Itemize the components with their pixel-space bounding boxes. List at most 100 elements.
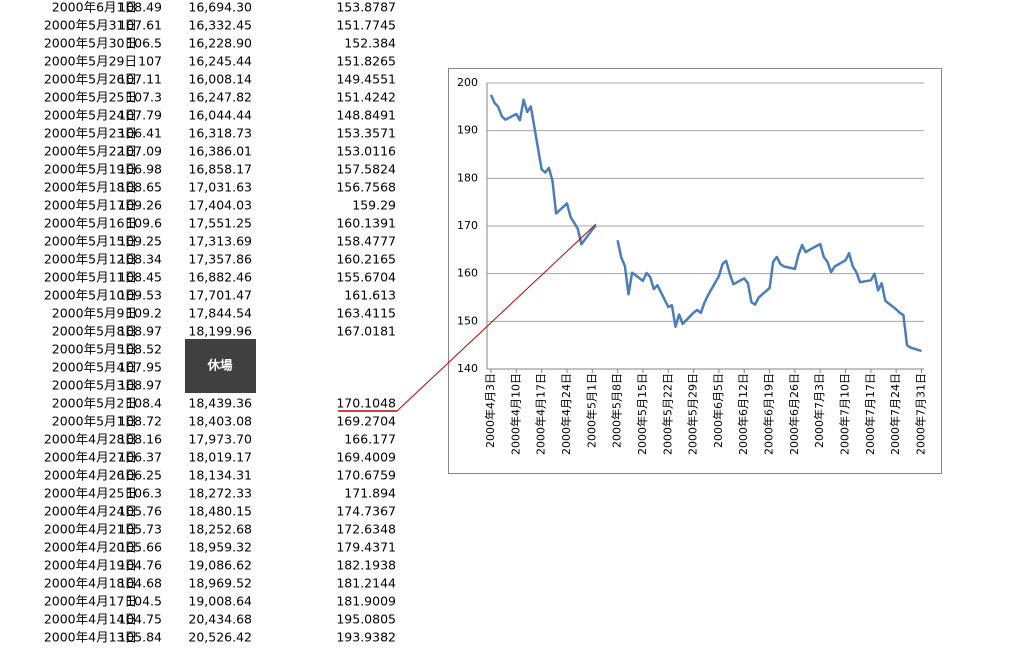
table-cell: 107.3 <box>126 90 162 105</box>
table-cell: 18,480.15 <box>188 504 252 519</box>
table-cell: 169.2704 <box>336 414 396 429</box>
table-cell: 2000年4月17日 <box>44 594 137 609</box>
table-cell: 2000年4月27日 <box>44 450 137 465</box>
table-cell: 2000年4月25日 <box>44 486 137 501</box>
table-cell: 2000年5月9日 <box>52 306 137 321</box>
table-cell: 17,031.63 <box>188 180 252 195</box>
table-cell: 195.0805 <box>336 612 396 627</box>
x-tick-label: 2000年5月8日 <box>610 373 624 448</box>
table-cell: 104.76 <box>118 558 162 573</box>
table-cell: 17,313.69 <box>188 234 252 249</box>
table-cell: 106.25 <box>118 468 162 483</box>
table-cell: 167.0181 <box>336 324 396 339</box>
table-cell: 2000年5月25日 <box>44 90 137 105</box>
table-cell: 170.6759 <box>336 468 396 483</box>
table-cell: 18,019.17 <box>188 450 252 465</box>
table-cell: 2000年4月28日 <box>44 432 137 447</box>
table-cell: 151.4242 <box>336 90 396 105</box>
table-cell: 2000年5月8日 <box>52 324 137 339</box>
table-cell: 16,332.45 <box>188 18 252 33</box>
table-cell: 156.7568 <box>336 180 396 195</box>
table-cell: 104.68 <box>118 576 162 591</box>
table-cell: 109.53 <box>118 288 162 303</box>
table-cell: 181.2144 <box>336 576 396 591</box>
table-cell: 107.79 <box>118 108 162 123</box>
table-cell: 2000年4月13日 <box>44 630 137 645</box>
table-cell: 2000年4月18日 <box>44 576 137 591</box>
table-cell: 2000年5月31日 <box>44 18 137 33</box>
x-tick-label: 2000年7月3日 <box>812 373 826 448</box>
table-cell: 109.2 <box>126 306 162 321</box>
table-cell: 16,694.30 <box>188 0 252 15</box>
y-tick-label: 180 <box>457 171 478 184</box>
table-cell: 109.6 <box>126 216 162 231</box>
table-cell: 108.4 <box>126 396 162 411</box>
table-cell: 155.6704 <box>336 270 396 285</box>
table-cell: 2000年5月30日 <box>44 36 137 51</box>
table-cell: 17,844.54 <box>188 306 252 321</box>
x-tick-label: 2000年5月15日 <box>635 373 649 455</box>
table-cell: 18,439.36 <box>188 396 252 411</box>
table-cell: 16,247.82 <box>188 90 252 105</box>
table-cell: 2000年5月19日 <box>44 162 137 177</box>
table-cell: 108.65 <box>118 180 162 195</box>
table-cell: 171.894 <box>344 486 396 501</box>
x-tick-label: 2000年4月3日 <box>483 373 497 448</box>
x-tick-label: 2000年6月26日 <box>787 373 801 455</box>
table-cell: 174.7367 <box>336 504 396 519</box>
table-cell: 153.0116 <box>336 144 396 159</box>
table-cell: 106.37 <box>118 450 162 465</box>
closed-box <box>185 339 256 393</box>
table-cell: 19,008.64 <box>188 594 252 609</box>
table-cell: 172.6348 <box>336 522 396 537</box>
table-cell: 108.97 <box>118 324 162 339</box>
table-cell: 106.41 <box>118 126 162 141</box>
table-cell: 166.177 <box>344 432 396 447</box>
table-cell: 16,858.17 <box>188 162 252 177</box>
table-cell: 107.09 <box>118 144 162 159</box>
table-cell: 2000年5月18日 <box>44 180 137 195</box>
table-cell: 152.384 <box>344 36 396 51</box>
table-cell: 149.4551 <box>336 72 396 87</box>
connector-line <box>396 223 597 412</box>
table-cell: 2000年5月3日 <box>52 378 137 393</box>
table-cell: 2000年5月26日 <box>44 72 137 87</box>
table-cell: 16,044.44 <box>188 108 252 123</box>
table-cell: 163.4115 <box>336 306 396 321</box>
table-cell: 153.3571 <box>336 126 396 141</box>
x-tick-label: 2000年4月17日 <box>534 373 548 455</box>
table-cell: 160.2165 <box>336 252 396 267</box>
table-cell: 2000年4月19日 <box>44 558 137 573</box>
table-cell: 108.49 <box>118 0 162 15</box>
table-cell: 107 <box>138 54 162 69</box>
x-tick-label: 2000年7月10日 <box>838 373 852 455</box>
chart-frame <box>448 68 942 474</box>
y-tick-label: 140 <box>457 362 478 375</box>
table-cell: 18,199.96 <box>188 324 252 339</box>
table-cell: 108.45 <box>118 270 162 285</box>
table-cell: 108.97 <box>118 378 162 393</box>
x-tick-label: 2000年5月22日 <box>660 373 674 455</box>
table-cell: 20,526.42 <box>188 630 252 645</box>
y-tick-label: 200 <box>457 76 478 89</box>
table-cell: 153.8787 <box>336 0 396 15</box>
table-cell: 2000年4月26日 <box>44 468 137 483</box>
table-cell: 18,272.33 <box>188 486 252 501</box>
table-cell: 2000年6月1日 <box>52 0 137 15</box>
table-cell: 107.95 <box>118 360 162 375</box>
table-cell: 106.98 <box>118 162 162 177</box>
table-cell: 107.61 <box>118 18 162 33</box>
table-cell: 2000年5月2日 <box>52 396 137 411</box>
table-cell: 148.8491 <box>336 108 396 123</box>
table-cell: 2000年4月20日 <box>44 540 137 555</box>
table-cell: 170.1048 <box>336 396 396 411</box>
table-cell: 169.4009 <box>336 450 396 465</box>
table-cell: 105.73 <box>118 522 162 537</box>
table-cell: 157.5824 <box>336 162 396 177</box>
table-cell: 158.4777 <box>336 234 396 249</box>
table-cell: 109.25 <box>118 234 162 249</box>
y-tick-label: 150 <box>457 314 478 327</box>
table-cell: 2000年4月14日 <box>44 612 137 627</box>
table-cell: 160.1391 <box>336 216 396 231</box>
